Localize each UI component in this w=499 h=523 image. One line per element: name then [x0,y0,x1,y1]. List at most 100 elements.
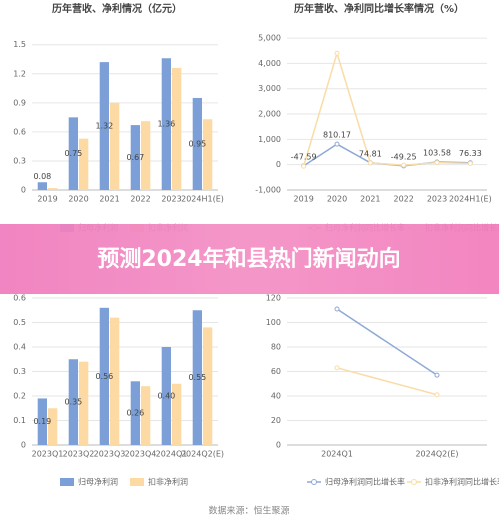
y-tick-label: 100 [266,318,281,327]
data-label: 0.08 [33,172,51,181]
bar [99,307,109,445]
x-tick-label: 2019 [293,195,313,204]
data-label: 0.56 [95,372,113,381]
y-tick-label: 80 [271,343,281,352]
y-tick-label: 3,000 [258,84,281,93]
y-tick-label: 1.2 [13,69,26,78]
legend-swatch [311,479,317,485]
line [336,308,438,376]
data-label: 0.26 [126,409,144,418]
y-tick-label: 0 [276,160,281,169]
bar [110,317,120,445]
point [401,162,407,168]
data-label: 0.19 [33,417,51,426]
bar [48,408,58,445]
bar [110,102,120,190]
x-tick-label: 2023Q1 [32,450,64,459]
bar [37,398,47,445]
y-tick-label: 40 [271,392,281,401]
bar [161,347,171,445]
y-tick-label: 0.2 [13,392,26,401]
data-label: 0.40 [157,392,175,401]
y-tick-label: 0.3 [13,367,26,376]
chart-title: 历年营收、净利同比增长率情况（%） [294,2,464,15]
x-tick-label: 2024Q2(E) [181,450,224,459]
bar [48,188,58,190]
bar [192,97,202,190]
point [334,306,340,312]
bar [141,386,151,445]
data-label: 0.67 [126,153,144,162]
x-tick-label: 2019 [37,195,57,204]
data-label: -47.59 [291,152,317,161]
y-tick-label: 0 [21,441,26,450]
y-tick-label: 0.3 [13,156,26,165]
data-label: 0.35 [64,398,82,407]
data-label: 1.32 [95,122,113,131]
data-label: 1.36 [157,120,175,129]
point [334,141,340,147]
y-tick-label: 0.1 [13,416,26,425]
x-tick-label: 2023Q4 [125,450,157,459]
y-tick-label: -1,000 [255,186,281,195]
y-tick-label: 120 [266,294,281,303]
x-tick-label: 2020 [68,195,88,204]
x-tick-label: 2024Q1 [156,450,188,459]
bar [130,125,140,190]
bar [130,381,140,445]
data-label: 0.95 [188,139,206,148]
x-tick-label: 2023 [161,195,181,204]
y-tick-label: 1.5 [13,40,26,49]
y-tick-label: 5,000 [258,34,281,43]
point [434,372,440,378]
x-tick-label: 2023Q2 [63,450,95,459]
bar [141,121,151,190]
legend-label: 扣非净利润同比增长率 [425,477,499,487]
legend-label: 扣非净利润 [148,477,188,487]
y-tick-label: 0.5 [13,318,26,327]
x-tick-label: 2022 [393,195,413,204]
line [336,367,438,396]
y-tick-label: 0.9 [13,98,26,107]
data-label: 103.58 [423,149,451,158]
legend-swatch [130,478,144,486]
bar [68,359,78,445]
y-tick-label: 20 [271,416,281,425]
bar [99,62,109,190]
y-tick-label: 0 [276,441,281,450]
legend-swatch [411,479,417,485]
bar [161,58,171,190]
legend-label: 归母净利润同比增长率 [325,477,405,487]
point [467,160,473,166]
bar [203,327,213,445]
data-label: 74.81 [359,149,382,158]
point [301,163,307,169]
x-tick-label: 2021 [99,195,119,204]
line [302,50,471,167]
x-tick-label: 2024Q2(E) [415,450,458,459]
y-tick-label: 0.6 [13,127,26,136]
banner-title: 预测2024年和县热门新闻动向 [97,246,400,272]
y-tick-label: 0.4 [13,343,26,352]
bar [79,361,89,445]
bar [172,67,182,190]
x-tick-label: 2024H1(E) [181,195,224,204]
bar [192,310,202,445]
bar [203,119,213,190]
x-tick-label: 2020 [327,195,347,204]
x-tick-label: 2024Q1 [321,450,353,459]
y-tick-label: 4,000 [258,59,281,68]
bar [37,182,47,190]
legend-swatch [60,478,74,486]
data-label: 0.75 [64,149,82,158]
data-label: 76.33 [459,149,482,158]
data-label: 810.17 [323,131,351,140]
y-tick-label: 0.6 [13,294,26,303]
source: 数据来源：恒生聚源 [208,505,289,517]
data-label: -49.25 [391,152,417,161]
y-tick-label: 60 [271,367,281,376]
x-tick-label: 2024H1(E) [449,195,492,204]
point [434,160,440,166]
point [367,160,373,166]
